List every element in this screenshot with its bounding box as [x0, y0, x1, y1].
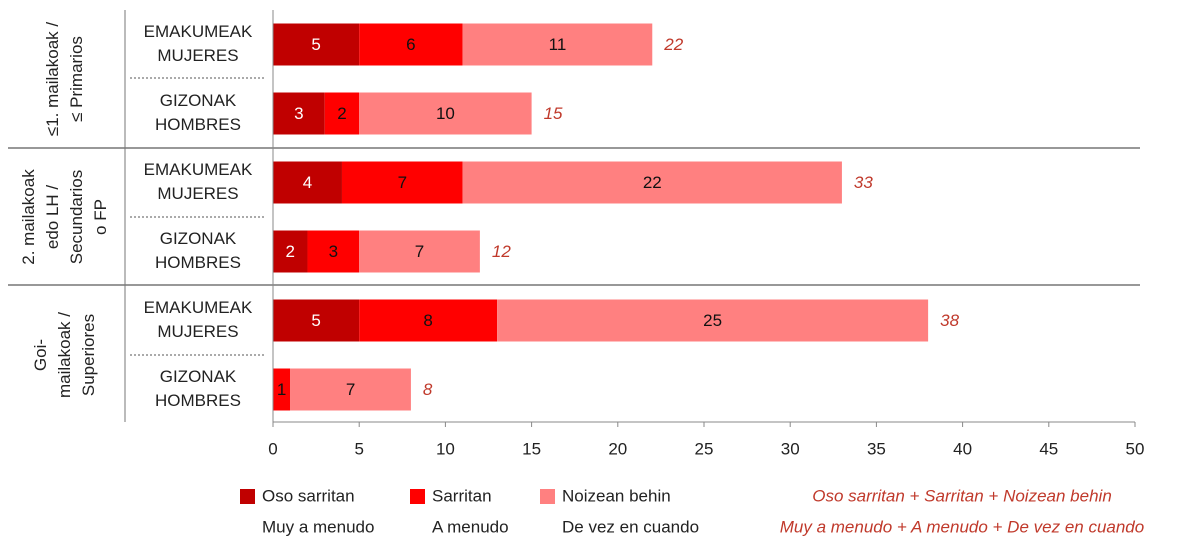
total-label: 8	[423, 380, 433, 399]
x-tick-label: 20	[608, 439, 627, 458]
value-label: 3	[294, 104, 303, 123]
bar-segment	[273, 92, 325, 135]
legend-label: Noizean behin	[562, 486, 671, 505]
value-label: 7	[346, 380, 355, 399]
total-label: 22	[663, 35, 683, 54]
category-label: HOMBRES	[155, 391, 241, 410]
category-label: GIZONAK	[160, 367, 237, 386]
group-label-line: ≤1. mailakoak /	[43, 22, 62, 136]
bar-segment	[359, 23, 463, 66]
group-label: Goi-mailakoak / Superiores	[31, 312, 98, 398]
value-label: 22	[643, 173, 662, 192]
value-label: 1	[277, 380, 286, 399]
category-label: GIZONAK	[160, 229, 237, 248]
value-label: 5	[311, 35, 320, 54]
category-label: EMAKUMEAK	[144, 160, 253, 179]
category-label: EMAKUMEAK	[144, 22, 253, 41]
legend-swatch	[540, 489, 555, 504]
group-label-line: Superiores	[79, 314, 98, 396]
bar-segment	[273, 23, 360, 66]
legend-swatch	[240, 489, 255, 504]
x-tick-label: 0	[268, 439, 277, 458]
legend-label: De vez en cuando	[562, 517, 699, 536]
group-label-line: edo LH /	[43, 185, 62, 250]
category-label: EMAKUMEAK	[144, 298, 253, 317]
group-label: 2. mailakoak edo LH / Secundarios o FP	[19, 169, 110, 265]
legend-label: A menudo	[432, 517, 509, 536]
legend-swatch	[410, 489, 425, 504]
bar-segment	[273, 299, 360, 342]
x-tick-label: 25	[695, 439, 714, 458]
group-label: ≤1. mailakoak / ≤ Primarios	[43, 22, 86, 136]
legend-label: Muy a menudo	[262, 517, 374, 536]
group-label-line: Goi-	[31, 339, 50, 371]
totals-legend: Oso sarritan + Sarritan + Noizean behin	[812, 486, 1112, 505]
bar-segment	[273, 230, 308, 273]
group-label-line: o FP	[91, 199, 110, 235]
bar-segment	[324, 92, 360, 135]
category-label: MUJERES	[157, 322, 238, 341]
group-label-line: Secundarios	[67, 170, 86, 265]
x-tick-label: 5	[354, 439, 363, 458]
category-label: HOMBRES	[155, 115, 241, 134]
totals-legend: Muy a menudo + A menudo + De vez en cuan…	[780, 517, 1144, 536]
bar-segment	[359, 92, 532, 135]
value-label: 5	[311, 311, 320, 330]
total-label: 38	[940, 311, 959, 330]
value-label: 2	[337, 104, 346, 123]
group-label-line: mailakoak /	[55, 312, 74, 398]
value-label: 8	[423, 311, 432, 330]
group-label-line: 2. mailakoak	[19, 169, 38, 265]
bar-segment	[273, 161, 342, 204]
value-label: 10	[436, 104, 455, 123]
bar-segment	[462, 161, 842, 204]
x-tick-label: 10	[436, 439, 455, 458]
value-label: 6	[406, 35, 415, 54]
group-label-line: ≤ Primarios	[67, 36, 86, 122]
bar-segment	[341, 161, 463, 204]
bar-segment	[273, 368, 291, 411]
bar-segment	[307, 230, 360, 273]
total-label: 33	[854, 173, 873, 192]
category-label: MUJERES	[157, 184, 238, 203]
legend-label: Oso sarritan	[262, 486, 355, 505]
bar-segment	[290, 368, 411, 411]
x-tick-label: 50	[1126, 439, 1145, 458]
value-label: 11	[549, 35, 567, 54]
legend-label: Sarritan	[432, 486, 492, 505]
x-tick-label: 15	[522, 439, 541, 458]
x-tick-label: 40	[953, 439, 972, 458]
value-label: 7	[398, 173, 407, 192]
value-label: 4	[303, 173, 312, 192]
value-label: 3	[329, 242, 338, 261]
value-label: 7	[415, 242, 424, 261]
category-label: GIZONAK	[160, 91, 237, 110]
x-tick-label: 45	[1039, 439, 1058, 458]
category-label: HOMBRES	[155, 253, 241, 272]
bar-segment	[462, 23, 653, 66]
x-tick-label: 30	[781, 439, 800, 458]
value-label: 2	[286, 242, 295, 261]
total-label: 12	[492, 242, 511, 261]
value-label: 25	[703, 311, 722, 330]
category-label: MUJERES	[157, 46, 238, 65]
bar-segment	[359, 299, 498, 342]
total-label: 15	[544, 104, 563, 123]
bar-segment	[497, 299, 929, 342]
bar-segment	[359, 230, 480, 273]
x-tick-label: 35	[867, 439, 886, 458]
